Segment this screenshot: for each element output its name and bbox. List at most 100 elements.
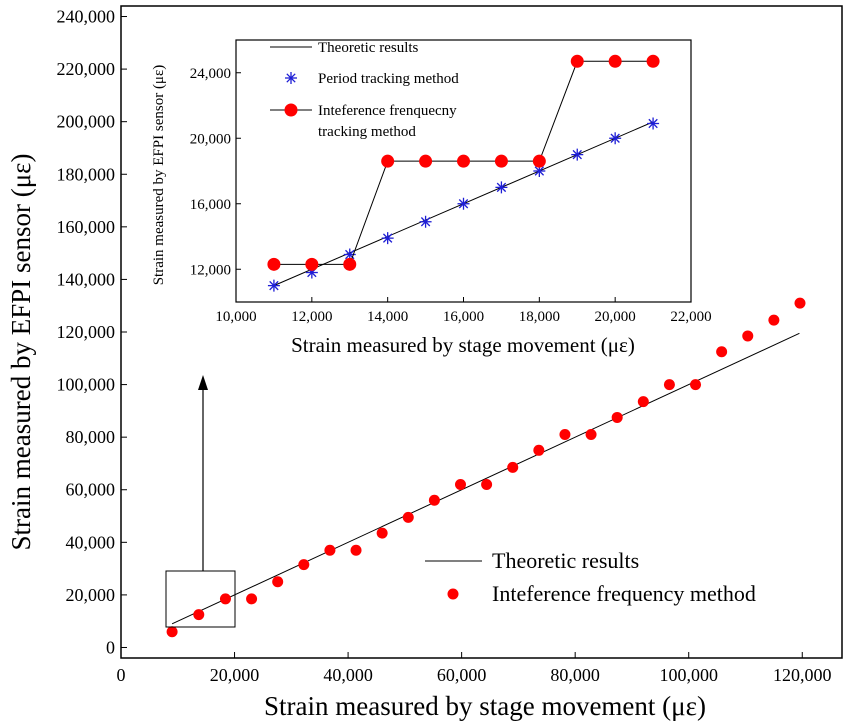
main-y-tick-label: 40,000 — [66, 532, 116, 552]
main-interference-point — [742, 330, 754, 342]
main-y-tick-label: 140,000 — [57, 269, 116, 289]
inset-x-tick-label: 16,000 — [443, 309, 484, 325]
star-stroke — [269, 280, 279, 291]
star-stroke — [648, 118, 658, 129]
main-y-tick-label: 100,000 — [57, 375, 116, 395]
main-y-tick-label: 0 — [106, 637, 115, 657]
main-x-tick-label: 60,000 — [437, 665, 487, 685]
star-stroke — [458, 199, 469, 209]
main-x-tick-label: 0 — [117, 665, 126, 685]
main-y-tick-label: 240,000 — [57, 7, 116, 27]
main-interference-point — [585, 429, 597, 441]
inset-legend: Theoretic results Period tracking method… — [270, 40, 459, 140]
inset-background — [236, 40, 691, 302]
main-y-tick-label: 60,000 — [66, 480, 116, 500]
inset-legend-marker-interference — [284, 103, 298, 117]
inset-legend-label-interference-2: tracking method — [318, 124, 416, 140]
inset-x-tick-label: 12,000 — [291, 309, 332, 325]
main-x-tick-label: 120,000 — [773, 665, 832, 685]
inset-interference-point — [608, 54, 622, 68]
inset-interference-point — [532, 154, 546, 168]
main-interference-point — [324, 544, 336, 556]
star-stroke — [420, 217, 431, 227]
main-interference-point — [454, 478, 466, 490]
main-x-tick-label: 40,000 — [323, 665, 373, 685]
main-interference-point — [637, 396, 649, 408]
inset-period-point — [381, 232, 394, 245]
inset-legend-label-period: Period tracking method — [318, 71, 459, 87]
inset-ticks: 10,000 12,000 14,000 16,000 18,000 20,000 22,0… — [190, 66, 712, 325]
inset-interference-point — [570, 54, 584, 68]
main-y-tick-label: 120,000 — [57, 322, 116, 342]
main-legend: Theoretic results Inteference frequency … — [425, 548, 756, 606]
inset-legend-marker-period — [285, 72, 297, 84]
inset-series — [267, 54, 660, 292]
main-interference-point — [272, 576, 284, 588]
star-stroke — [496, 182, 507, 193]
inset-x-tick-label: 22,000 — [670, 309, 711, 325]
main-y-tick-label: 80,000 — [66, 427, 116, 447]
inset-period-point — [495, 181, 508, 194]
inset-interference-point — [457, 154, 470, 168]
inset-x-axis-label: Strain measured by stage movement (με) — [291, 333, 635, 357]
main-interference-point — [193, 609, 205, 621]
main-interference-point — [794, 297, 806, 309]
main-interference-point — [219, 593, 231, 605]
main-x-tick-label: 100,000 — [659, 665, 718, 685]
inset-y-tick-label: 12,000 — [190, 262, 231, 278]
inset-interference-point — [646, 54, 660, 68]
main-interference-point — [768, 314, 780, 326]
inset-y-tick-label: 24,000 — [190, 66, 231, 82]
main-interference-point — [350, 544, 362, 556]
inset-x-tick-label: 10,000 — [215, 309, 256, 325]
main-interference-point — [481, 478, 493, 490]
inset-x-tick-label: 14,000 — [367, 309, 408, 325]
inset-legend-label-interference-1: Inteference frenquecny — [318, 103, 457, 119]
inset-interference-point — [267, 257, 281, 271]
star-stroke — [345, 249, 355, 260]
main-x-axis-label: Strain measured by stage movement (με) — [264, 691, 706, 721]
main-interference-point — [298, 559, 310, 571]
main-interference-point — [690, 379, 702, 391]
main-series — [166, 297, 806, 638]
legend-label-theoretic: Theoretic results — [492, 548, 639, 573]
star-stroke — [610, 133, 620, 143]
inset-interference-point — [343, 257, 357, 271]
main-interference-point — [611, 411, 623, 423]
main-x-tick-label: 80,000 — [550, 665, 600, 685]
inset-y-tick-label: 16,000 — [190, 197, 231, 213]
inset-period-point — [419, 215, 432, 228]
main-interference-point — [166, 626, 178, 638]
inset-y-axis-label: Strain measured by EFPI sensor (με) — [151, 65, 167, 286]
main-interference-point — [663, 379, 675, 391]
inset-x-tick-label: 20,000 — [595, 309, 636, 325]
star-stroke — [534, 166, 545, 176]
star-stroke — [382, 233, 393, 243]
main-interference-point — [402, 511, 414, 523]
main-interference-point — [559, 429, 571, 441]
main-interference-point — [533, 444, 545, 456]
inset-y-tick-label: 20,000 — [190, 131, 231, 147]
main-x-tick-label: 20,000 — [210, 665, 260, 685]
legend-marker-interference — [447, 588, 459, 600]
inset-period-point — [457, 197, 470, 210]
main-interference-point — [428, 494, 440, 506]
main-y-tick-label: 220,000 — [57, 59, 116, 79]
legend-label-interference: Inteference frequency method — [492, 581, 756, 606]
main-interference-point — [507, 461, 519, 473]
star-stroke — [572, 149, 582, 160]
inset-period-point — [609, 132, 622, 145]
main-interference-point — [376, 527, 388, 539]
inset-interference-point — [305, 257, 319, 271]
inset-x-tick-label: 18,000 — [519, 309, 560, 325]
main-y-tick-label: 20,000 — [66, 585, 116, 605]
main-y-tick-label: 200,000 — [57, 112, 116, 132]
zoom-region-box — [165, 570, 236, 628]
inset-period-point — [267, 279, 280, 292]
main-y-tick-label: 160,000 — [57, 217, 116, 237]
inset-legend-label-theoretic: Theoretic results — [318, 40, 419, 56]
main-ticks: 0 20,000 40,000 60,000 80,000 100,000 120,000 0… — [57, 7, 832, 685]
inset-period-point — [647, 117, 660, 130]
main-y-tick-label: 180,000 — [57, 164, 116, 184]
